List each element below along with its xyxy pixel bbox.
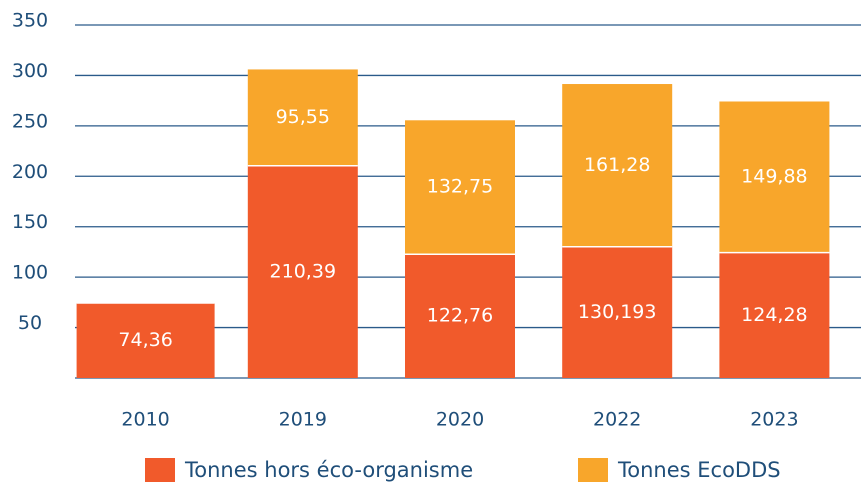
data-label: 74,36 <box>118 329 172 351</box>
data-label: 210,39 <box>270 260 336 282</box>
y-tick-label: 350 <box>12 10 48 32</box>
data-label: 95,55 <box>276 106 330 128</box>
y-tick-label: 150 <box>12 211 48 233</box>
x-tick-label: 2019 <box>279 409 327 431</box>
y-tick-label: 200 <box>12 161 48 183</box>
data-label: 161,28 <box>584 154 650 176</box>
bar-segment <box>562 84 673 247</box>
bar-segment <box>719 252 830 378</box>
data-label: 124,28 <box>741 304 807 326</box>
y-tick-label: 100 <box>12 262 48 284</box>
bar-segment <box>719 101 830 253</box>
y-tick-label: 300 <box>12 60 48 82</box>
data-label: 122,76 <box>427 305 493 327</box>
x-tick-label: 2022 <box>593 409 641 431</box>
legend-label: Tonnes hors éco-organisme <box>184 458 473 482</box>
bar-segment <box>405 120 515 255</box>
bar-segment <box>405 254 515 378</box>
bar-segment <box>247 165 358 378</box>
data-label: 132,75 <box>427 176 493 198</box>
data-label: 149,88 <box>741 166 807 188</box>
data-label: 130,193 <box>578 301 657 323</box>
x-tick-label: 2010 <box>121 409 169 431</box>
legend-label: Tonnes EcoDDS <box>617 458 781 482</box>
bar-segment <box>562 246 673 378</box>
y-tick-label: 50 <box>18 312 42 334</box>
y-tick-label: 250 <box>12 110 48 132</box>
legend-swatch <box>578 458 608 482</box>
legend-swatch <box>145 458 175 482</box>
bar-segment <box>247 69 358 166</box>
bar-segment <box>76 303 215 378</box>
x-tick-label: 2020 <box>436 409 484 431</box>
x-tick-label: 2023 <box>750 409 798 431</box>
